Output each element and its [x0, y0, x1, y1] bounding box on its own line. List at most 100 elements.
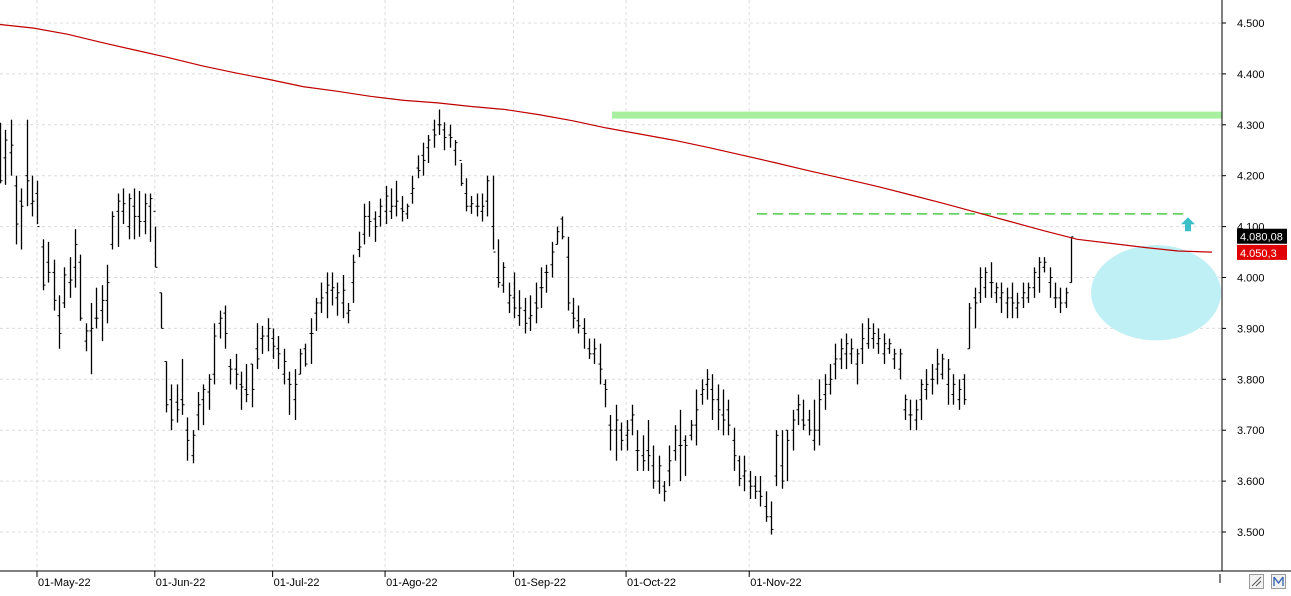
- ohlc-bar: [491, 175, 496, 253]
- ohlc-bar: [769, 501, 774, 535]
- ohlc-bar: [46, 241, 51, 283]
- ohlc-bar: [528, 295, 533, 331]
- ohlc-bar: [1021, 282, 1026, 309]
- zoom-fit-icon[interactable]: [1271, 574, 1286, 589]
- ohlc-bars: [0, 109, 1074, 535]
- ohlc-bar: [362, 203, 367, 245]
- ohlc-bar: [159, 292, 164, 329]
- ohlc-bar: [614, 404, 619, 461]
- ohlc-bar: [716, 384, 721, 431]
- ohlc-bar: [967, 302, 972, 350]
- ohlc-bar: [710, 374, 715, 421]
- ohlc-bar: [646, 420, 651, 471]
- ohlc-bar: [1026, 282, 1031, 303]
- ohlc-bar: [330, 272, 335, 306]
- ohlc-bar: [378, 198, 383, 227]
- ohlc-bar: [721, 389, 726, 436]
- ohlc-bar: [127, 193, 132, 240]
- ohlc-bar: [807, 409, 812, 436]
- ohlc-bar: [999, 282, 1004, 314]
- ohlc-bar: [405, 203, 410, 219]
- ohlc-bar: [662, 481, 667, 502]
- ohlc-bar: [73, 229, 78, 288]
- ohlc-bar: [223, 305, 228, 349]
- ohlc-bar: [293, 369, 298, 421]
- grid-layer: [0, 0, 1222, 571]
- ohlc-bar: [153, 210, 158, 268]
- moving-average-tag: 4.050,3: [1237, 244, 1287, 260]
- ohlc-bar: [576, 305, 581, 334]
- ohlc-bar: [571, 297, 576, 329]
- ohlc-bar: [94, 287, 99, 329]
- ohlc-bar: [239, 371, 244, 410]
- ohlc-bar: [298, 348, 303, 375]
- ohlc-bar: [68, 257, 73, 298]
- ohlc-bar: [930, 364, 935, 395]
- ohlc-bar: [169, 384, 174, 431]
- ohlc-bar: [100, 285, 105, 342]
- ohlc-bar: [785, 429, 790, 482]
- ohlc-bar: [876, 328, 881, 354]
- ohlc-bar: [903, 394, 908, 421]
- ohlc-bar: [828, 364, 833, 395]
- ohlc-bar: [758, 476, 763, 507]
- ohlc-bar: [1010, 282, 1015, 319]
- ohlc-bar: [276, 336, 281, 370]
- ohlc-bar: [994, 282, 999, 303]
- y-tick-label: 4.000: [1237, 273, 1265, 285]
- ohlc-bar: [700, 379, 705, 405]
- ohlc-bar: [282, 348, 287, 385]
- ohlc-bar: [346, 302, 351, 324]
- ohlc-bar: [849, 338, 854, 365]
- ohlc-bar: [844, 333, 849, 370]
- x-tick-label: 01-Sep-22: [515, 577, 566, 589]
- ohlc-bar: [52, 259, 57, 311]
- ohlc-bar: [742, 455, 747, 492]
- ohlc-bar: [619, 422, 624, 451]
- ohlc-bar: [641, 435, 646, 471]
- ohlc-bar: [185, 417, 190, 461]
- up-arrow-icon: [1181, 217, 1195, 232]
- ohlc-bar: [892, 348, 897, 370]
- ohlc-bar: [260, 325, 265, 354]
- ohlc-bar: [587, 338, 592, 359]
- moving-average-tag-label: 4.050,3: [1240, 248, 1277, 260]
- ohlc-bar: [35, 180, 40, 228]
- y-tick-label: 4.200: [1237, 171, 1265, 183]
- ohlc-bar: [919, 379, 924, 421]
- ohlc-bar: [442, 122, 447, 151]
- ohlc-bar: [303, 343, 308, 367]
- ohlc-bar: [539, 267, 544, 309]
- ohlc-bar: [1064, 287, 1069, 309]
- ohlc-bar: [1005, 287, 1010, 319]
- ohlc-bar: [791, 409, 796, 451]
- ohlc-bar: [464, 178, 469, 212]
- ohlc-bar: [507, 282, 512, 314]
- ohlc-bar: [480, 193, 485, 222]
- ohlc-bar: [218, 310, 223, 339]
- ohlc-bar: [635, 430, 640, 471]
- ohlc-bar: [244, 364, 249, 403]
- ohlc-bar: [389, 188, 394, 219]
- ohlc-bar: [400, 196, 405, 222]
- ohlc-bar: [592, 338, 597, 365]
- ohlc-bar: [924, 369, 929, 400]
- ohlc-bar: [485, 175, 490, 217]
- ohlc-bar: [341, 274, 346, 319]
- ohlc-bar: [266, 318, 271, 352]
- ohlc-bar: [0, 122, 3, 184]
- resize-icon[interactable]: [1249, 574, 1264, 589]
- ohlc-bar: [598, 343, 603, 385]
- ohlc-bar: [137, 190, 142, 237]
- ohlc-bar: [110, 211, 115, 250]
- ohlc-bar: [726, 399, 731, 436]
- ohlc-bar: [705, 369, 710, 400]
- ohlc-bar: [41, 239, 46, 291]
- x-tick-label: 01-Oct-22: [627, 577, 676, 589]
- ohlc-bar: [373, 211, 378, 242]
- ohlc-bar: [201, 384, 206, 426]
- ohlc-bar: [357, 231, 362, 258]
- ohlc-bar: [325, 272, 330, 319]
